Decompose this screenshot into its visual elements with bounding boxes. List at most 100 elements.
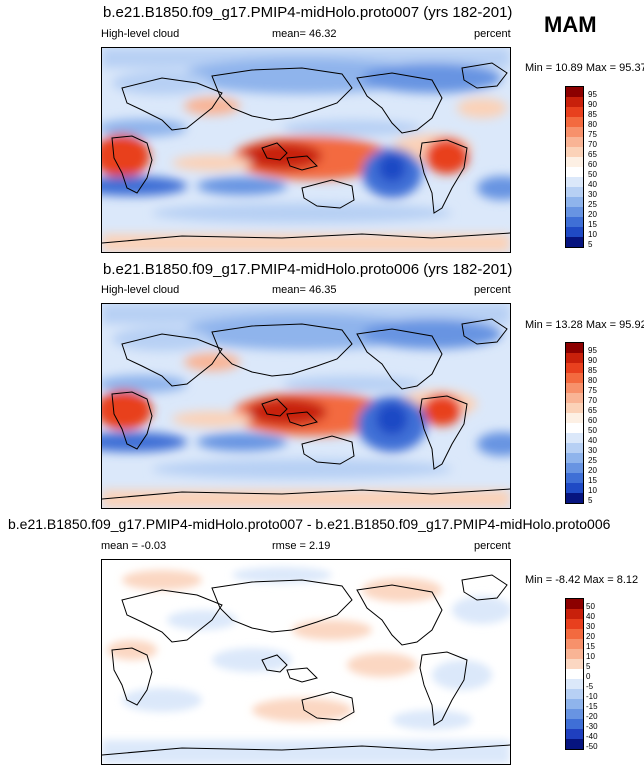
panel3-cbar-tick: 40 (586, 612, 595, 621)
panel2-cbar-tick: 90 (588, 356, 597, 365)
panel2-map-svg (102, 304, 510, 508)
panel3-cbar-tick: -50 (586, 742, 598, 751)
colorbar-swatch (566, 453, 583, 463)
panel1-map-svg (102, 48, 510, 252)
colorbar-swatch (566, 433, 583, 443)
colorbar-swatch (566, 197, 583, 207)
colorbar-swatch (566, 107, 583, 117)
panel3-cbar-tick: 50 (586, 602, 595, 611)
panel2-cbar-tick: 20 (588, 466, 597, 475)
colorbar-swatch (566, 669, 583, 679)
colorbar-swatch (566, 187, 583, 197)
colorbar-swatch (566, 599, 583, 609)
panel1-cbar-tick: 10 (588, 230, 597, 239)
colorbar-swatch (566, 383, 583, 393)
panel3-cbar-tick: -20 (586, 712, 598, 721)
colorbar-swatch (566, 739, 583, 749)
panel2-cbar-tick: 60 (588, 416, 597, 425)
panel1-cbar-tick: 15 (588, 220, 597, 229)
colorbar-swatch (566, 649, 583, 659)
panel1-cbar-tick: 70 (588, 140, 597, 149)
panel2-cbar-tick: 80 (588, 376, 597, 385)
panel2-coastlines (102, 318, 510, 500)
panel3-units-label: percent (474, 540, 511, 552)
panel1-cbar-tick: 65 (588, 150, 597, 159)
panel1-cbar-tick: 5 (588, 240, 593, 249)
panel1-cbar-tick: 40 (588, 180, 597, 189)
colorbar-swatch (566, 403, 583, 413)
panel1-cbar-tick: 95 (588, 90, 597, 99)
panel3-diff-field (102, 567, 510, 764)
colorbar-swatch (566, 699, 583, 709)
panel3-cbar-tick: -40 (586, 732, 598, 741)
panel2-cbar-tick: 15 (588, 476, 597, 485)
colorbar-swatch (566, 493, 583, 503)
colorbar-swatch (566, 343, 583, 353)
panel2-units-label: percent (474, 284, 511, 296)
panel2-cbar-tick: 50 (588, 426, 597, 435)
panel3-map-svg (102, 560, 510, 764)
colorbar-swatch (566, 689, 583, 699)
colorbar-swatch (566, 423, 583, 433)
panel2-variable-label: High-level cloud (101, 284, 180, 296)
panel3-cbar-tick: -30 (586, 722, 598, 731)
colorbar-swatch (566, 87, 583, 97)
panel2-mean-label: mean= 46.35 (272, 284, 337, 296)
panel1-coastlines (102, 62, 510, 244)
panel1-cbar-tick: 50 (588, 170, 597, 179)
colorbar-swatch (566, 137, 583, 147)
colorbar-swatch (566, 719, 583, 729)
colorbar-swatch (566, 639, 583, 649)
panel3-cbar-tick: 20 (586, 632, 595, 641)
colorbar-swatch (566, 619, 583, 629)
panel1-cbar-tick: 25 (588, 200, 597, 209)
colorbar-swatch (566, 393, 583, 403)
panel2-cbar-tick: 10 (588, 486, 597, 495)
colorbar-swatch (566, 207, 583, 217)
colorbar-swatch (566, 97, 583, 107)
colorbar-swatch (566, 483, 583, 493)
colorbar-swatch (566, 117, 583, 127)
colorbar-swatch (566, 237, 583, 247)
colorbar-swatch (566, 473, 583, 483)
panel3-cbar-tick: 15 (586, 642, 595, 651)
colorbar-swatch (566, 443, 583, 453)
colorbar-swatch (566, 729, 583, 739)
panel1-cbar-tick: 75 (588, 130, 597, 139)
panel1-units-label: percent (474, 28, 511, 40)
colorbar-swatch (566, 147, 583, 157)
panel3-cbar-tick: 0 (586, 672, 591, 681)
panel3-background-field (102, 560, 510, 764)
colorbar-swatch (566, 709, 583, 719)
panel1-cbar-tick: 30 (588, 190, 597, 199)
panel2-cbar-tick: 85 (588, 366, 597, 375)
panel3-cbar-tick: 5 (586, 662, 591, 671)
panel3-rmse-label: rmse = 2.19 (272, 540, 331, 552)
panel3-cbar-tick: -15 (586, 702, 598, 711)
colorbar-swatch (566, 353, 583, 363)
panel3-title: b.e21.B1850.f09_g17.PMIP4-midHolo.proto0… (8, 516, 611, 532)
panel2-map (101, 303, 511, 509)
colorbar-swatch (566, 167, 583, 177)
panel3-cbar-tick: -5 (586, 682, 594, 691)
panel2-cbar-tick: 25 (588, 456, 597, 465)
colorbar-swatch (566, 679, 583, 689)
panel1-cbar-tick: 85 (588, 110, 597, 119)
panel3-coastlines (102, 574, 510, 756)
panel3-cbar-tick: 10 (586, 652, 595, 661)
panel2-cbar-tick: 70 (588, 396, 597, 405)
panel2-colorbar (565, 342, 584, 504)
panel2-cbar-tick: 40 (588, 436, 597, 445)
colorbar-swatch (566, 363, 583, 373)
panel2-minmax: Min = 13.28 Max = 95.92 (525, 319, 644, 331)
panel3-cbar-tick: 30 (586, 622, 595, 631)
panel1-map (101, 47, 511, 253)
colorbar-swatch (566, 609, 583, 619)
colorbar-swatch (566, 127, 583, 137)
panel1-cbar-tick: 20 (588, 210, 597, 219)
panel3-colorbar (565, 598, 584, 750)
panel2-title: b.e21.B1850.f09_g17.PMIP4-midHolo.proto0… (103, 261, 513, 278)
panel2-cbar-tick: 95 (588, 346, 597, 355)
panel1-cbar-tick: 80 (588, 120, 597, 129)
panel3-cbar-tick: -10 (586, 692, 598, 701)
